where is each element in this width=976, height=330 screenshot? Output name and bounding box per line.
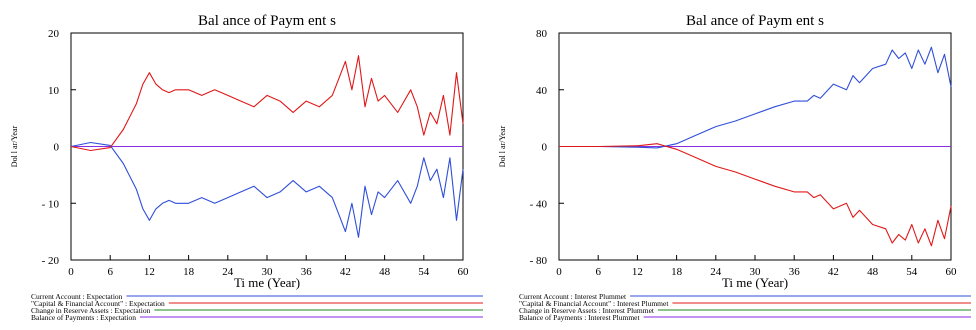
legend-label: "Capital & Financial Account" : Interest… xyxy=(519,299,669,308)
y-tick-label: 0 xyxy=(54,142,60,154)
x-tick-label: 6 xyxy=(107,266,113,278)
x-tick-label: 54 xyxy=(906,266,918,278)
x-tick-label: 30 xyxy=(750,266,762,278)
y-tick-label: - 10 xyxy=(42,198,60,210)
x-tick-label: 36 xyxy=(301,266,313,278)
legend-label: Balance of Payments : Expectation xyxy=(31,313,136,322)
chart-interest-plummet: Bal ance of Paym ent s 0 6 12 18 24 30 36 42 48 54… xyxy=(498,13,971,322)
y-tick-label: 0 xyxy=(542,142,548,154)
y-tick-label: 80 xyxy=(536,28,548,40)
y-tick-label: - 80 xyxy=(530,255,548,267)
x-tick-label: 48 xyxy=(379,266,391,278)
x-tick-label: 24 xyxy=(222,266,234,278)
x-tick-label: 42 xyxy=(340,266,351,278)
y-tick-label: - 20 xyxy=(42,255,60,267)
x-tick-label: 12 xyxy=(144,266,155,278)
legend-label: Balance of Payments : Interest Plummet xyxy=(519,313,641,322)
chart-title: Bal ance of Paym ent s xyxy=(198,13,336,29)
x-tick-label: 60 xyxy=(458,266,470,278)
x-axis-label: Ti me (Year) xyxy=(722,275,788,290)
legend-label: Change in Reserve Assets : Expectation xyxy=(31,306,151,315)
x-tick-label: 18 xyxy=(671,266,683,278)
y-axis-label: Dol l ar/Year xyxy=(498,125,507,167)
x-tick-label: 6 xyxy=(595,266,601,278)
y-tick-label: 40 xyxy=(536,85,548,97)
series-line-1 xyxy=(559,143,952,247)
x-tick-label: 0 xyxy=(556,266,562,278)
legend-label: Current Account : Interest Plummet xyxy=(519,292,627,301)
y-tick-label: - 40 xyxy=(530,198,548,210)
chart-title: Bal ance of Paym ent s xyxy=(686,13,824,29)
x-axis-label: Ti me (Year) xyxy=(234,275,300,290)
x-tick-label: 42 xyxy=(828,266,839,278)
chart-panel-expectation: Bal ance of Paym ent s 0 6 12 18 24 30 36 42 48 54… xyxy=(10,13,483,322)
x-tick-label: 30 xyxy=(262,266,274,278)
x-tick-label: 48 xyxy=(867,266,879,278)
x-tick-label: 24 xyxy=(710,266,722,278)
x-tick-label: 18 xyxy=(183,266,195,278)
x-tick-label: 54 xyxy=(418,266,430,278)
legend-label: "Capital & Financial Account" : Expectat… xyxy=(31,299,165,308)
y-tick-label: 10 xyxy=(48,85,60,97)
y-axis-label: Dol l ar/Year xyxy=(10,125,19,167)
chart-expectation: Bal ance of Paym ent s 0 6 12 18 24 30 36 42 48 54… xyxy=(10,13,483,322)
x-tick-label: 36 xyxy=(789,266,801,278)
series-line-1 xyxy=(70,55,464,152)
chart-panel-interest-plummet: Bal ance of Paym ent s 0 6 12 18 24 30 36 42 48 54… xyxy=(488,0,976,330)
y-tick-label: 20 xyxy=(48,28,60,40)
legend-label: Change in Reserve Assets : Interest Plum… xyxy=(519,306,655,315)
series-line-0 xyxy=(70,141,464,238)
x-tick-label: 0 xyxy=(68,266,74,278)
legend-label: Current Account : Expectation xyxy=(31,292,123,301)
series-line-0 xyxy=(559,46,952,149)
x-tick-label: 60 xyxy=(946,266,958,278)
x-tick-label: 12 xyxy=(632,266,643,278)
